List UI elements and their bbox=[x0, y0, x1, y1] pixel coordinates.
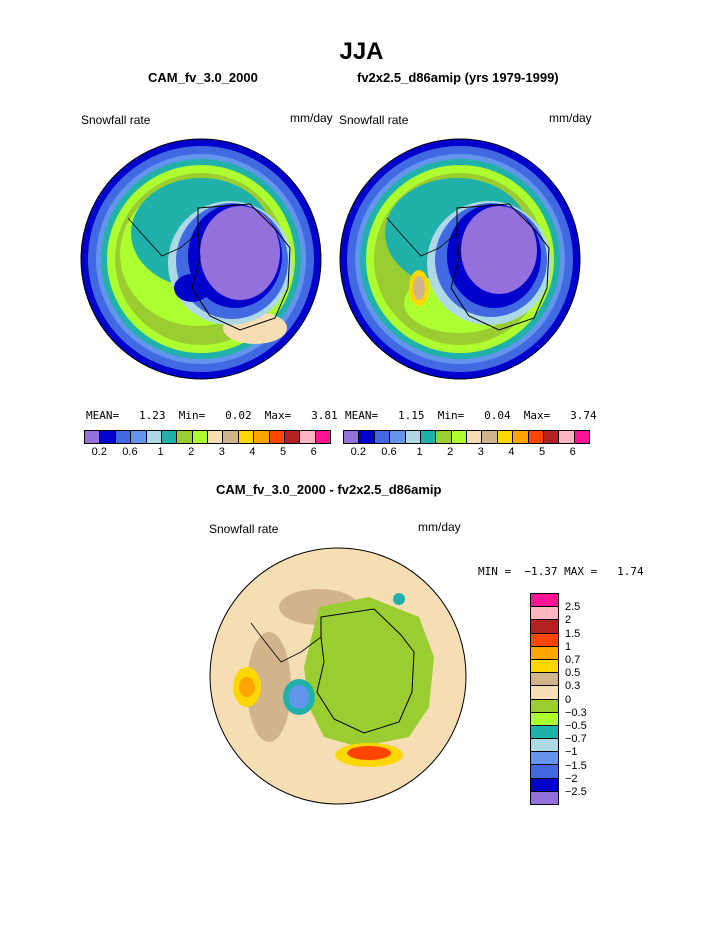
diff-title: CAM_fv_3.0_2000 - fv2x2.5_d86amip bbox=[216, 482, 442, 497]
colorbar-swatch bbox=[531, 686, 558, 700]
colorbar-tick-label: 2.5 bbox=[565, 601, 581, 614]
colorbar-tick-label: −2.5 bbox=[565, 786, 587, 798]
diff-units-label: mm/day bbox=[418, 520, 461, 534]
colorbar-swatch bbox=[531, 673, 558, 687]
right-variable-label: Snowfall rate bbox=[339, 113, 409, 127]
colorbar-swatch bbox=[531, 778, 558, 792]
colorbar-swatch bbox=[531, 712, 558, 726]
colorbar-swatch bbox=[420, 431, 437, 443]
colorbar-swatch bbox=[115, 431, 132, 443]
colorbar-swatch bbox=[497, 431, 514, 443]
right-colorbar bbox=[343, 430, 590, 444]
colorbar-tick-label: −1 bbox=[565, 746, 578, 759]
colorbar-tick-label: 0.5 bbox=[565, 667, 581, 680]
colorbar-swatch bbox=[374, 431, 391, 443]
left-case-title: CAM_fv_3.0_2000 bbox=[148, 70, 258, 85]
colorbar-tick-label: −0.7 bbox=[565, 733, 587, 746]
colorbar-swatch bbox=[531, 725, 558, 740]
colorbar-tick-label: 4 bbox=[508, 446, 515, 458]
colorbar-swatch bbox=[146, 431, 162, 443]
diff-polar-map bbox=[209, 547, 467, 805]
right-stats: MEAN= 1.15 Min= 0.04 Max= 3.74 bbox=[345, 409, 597, 422]
diff-colorbar bbox=[530, 593, 559, 805]
colorbar-swatch bbox=[192, 431, 208, 443]
diff-variable-label: Snowfall rate bbox=[209, 522, 279, 536]
colorbar-swatch bbox=[177, 431, 193, 443]
colorbar-swatch bbox=[269, 431, 285, 443]
colorbar-swatch bbox=[131, 431, 147, 443]
colorbar-swatch bbox=[574, 431, 589, 443]
colorbar-tick-label: 5 bbox=[280, 446, 287, 458]
colorbar-swatch bbox=[436, 431, 452, 443]
colorbar-tick-label: 1.5 bbox=[565, 627, 581, 640]
colorbar-tick-label: 0.7 bbox=[565, 654, 581, 666]
colorbar-swatch bbox=[513, 431, 529, 443]
right-case-title: fv2x2.5_d86amip (yrs 1979-1999) bbox=[357, 70, 559, 85]
colorbar-swatch bbox=[531, 699, 558, 713]
colorbar-swatch bbox=[85, 431, 101, 443]
colorbar-swatch bbox=[531, 646, 558, 660]
colorbar-tick-label: 1 bbox=[565, 640, 572, 653]
left-colorbar bbox=[84, 430, 331, 444]
colorbar-swatch bbox=[208, 431, 224, 443]
colorbar-tick-label: −0.5 bbox=[565, 720, 587, 732]
colorbar-swatch bbox=[359, 431, 375, 443]
right-units-label: mm/day bbox=[549, 111, 592, 125]
colorbar-tick-label: 1 bbox=[416, 446, 423, 458]
colorbar-swatch bbox=[531, 594, 558, 608]
colorbar-tick-label: −2 bbox=[565, 772, 578, 785]
colorbar-swatch bbox=[451, 431, 467, 443]
colorbar-swatch bbox=[531, 752, 558, 766]
colorbar-swatch bbox=[531, 791, 558, 804]
page-title: JJA bbox=[339, 38, 384, 65]
colorbar-tick-label: 0.6 bbox=[122, 446, 138, 458]
colorbar-tick-label: 6 bbox=[310, 446, 317, 458]
colorbar-swatch bbox=[467, 431, 483, 443]
colorbar-swatch bbox=[482, 431, 498, 443]
left-polar-map bbox=[80, 138, 322, 380]
left-units-label: mm/day bbox=[290, 111, 333, 125]
colorbar-swatch bbox=[531, 633, 558, 647]
colorbar-tick-label: 3 bbox=[218, 446, 225, 458]
colorbar-tick-label: 4 bbox=[249, 446, 256, 458]
left-variable-label: Snowfall rate bbox=[81, 113, 151, 127]
colorbar-tick-label: 0.2 bbox=[91, 446, 107, 458]
colorbar-tick-label: 1 bbox=[157, 446, 164, 458]
colorbar-swatch bbox=[390, 431, 406, 443]
colorbar-swatch bbox=[238, 431, 255, 443]
colorbar-swatch bbox=[531, 739, 558, 753]
colorbar-swatch bbox=[531, 659, 558, 674]
colorbar-swatch bbox=[254, 431, 270, 443]
colorbar-tick-label: 2 bbox=[188, 446, 195, 458]
colorbar-tick-label: 0.6 bbox=[381, 446, 397, 458]
colorbar-swatch bbox=[100, 431, 116, 443]
colorbar-swatch bbox=[284, 431, 301, 443]
colorbar-tick-label: 2 bbox=[447, 446, 454, 458]
colorbar-swatch bbox=[531, 620, 558, 634]
colorbar-tick-label: 2 bbox=[565, 614, 572, 627]
colorbar-tick-label: 0 bbox=[565, 693, 572, 706]
colorbar-swatch bbox=[531, 607, 558, 621]
colorbar-swatch bbox=[223, 431, 239, 443]
colorbar-swatch bbox=[531, 765, 558, 779]
colorbar-tick-label: 3 bbox=[477, 446, 484, 458]
colorbar-swatch bbox=[161, 431, 178, 443]
colorbar-tick-label: −1.5 bbox=[565, 759, 587, 772]
colorbar-swatch bbox=[528, 431, 544, 443]
colorbar-tick-label: 5 bbox=[539, 446, 546, 458]
diff-stats: MIN = −1.37 MAX = 1.74 bbox=[478, 565, 644, 578]
colorbar-swatch bbox=[405, 431, 421, 443]
colorbar-swatch bbox=[300, 431, 316, 443]
colorbar-swatch bbox=[559, 431, 575, 443]
colorbar-tick-label: 0.2 bbox=[350, 446, 366, 458]
colorbar-tick-label: 0.3 bbox=[565, 680, 581, 693]
left-stats: MEAN= 1.23 Min= 0.02 Max= 3.81 bbox=[86, 409, 338, 422]
right-polar-map bbox=[339, 138, 581, 380]
colorbar-swatch bbox=[315, 431, 330, 443]
colorbar-tick-label: −0.3 bbox=[565, 706, 587, 719]
colorbar-swatch bbox=[543, 431, 560, 443]
colorbar-tick-label: 6 bbox=[569, 446, 576, 458]
colorbar-swatch bbox=[344, 431, 360, 443]
